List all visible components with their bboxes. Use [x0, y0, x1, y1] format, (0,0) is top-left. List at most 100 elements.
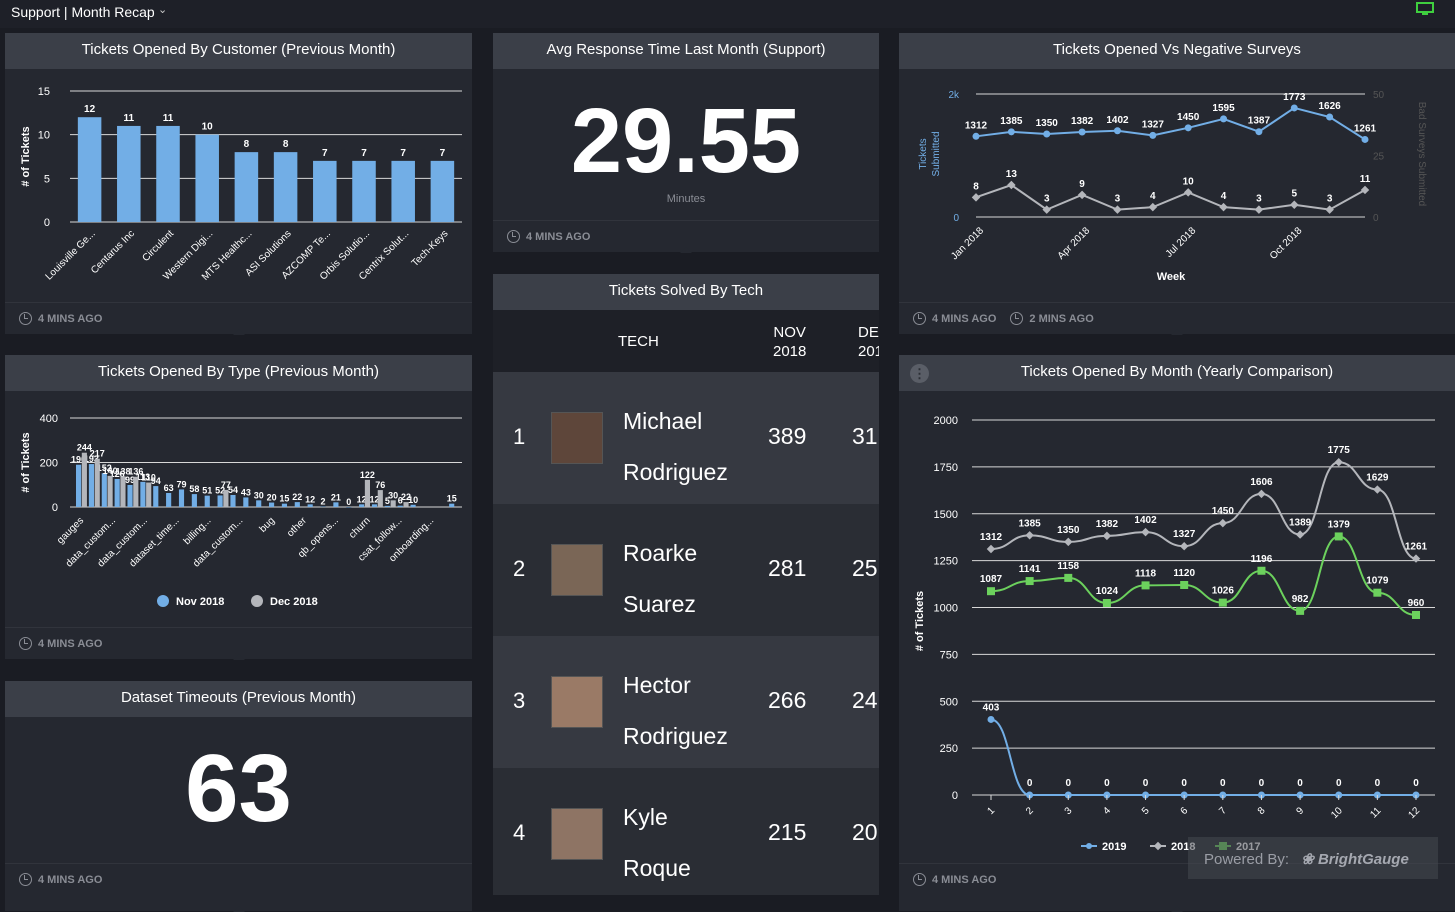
data-point — [1078, 128, 1086, 136]
monitor-icon[interactable] — [1416, 2, 1434, 16]
legend-marker — [1153, 841, 1163, 851]
negative-surveys-panel: Tickets Opened Vs Negative Surveys 2k 0 50… — [899, 33, 1455, 335]
data-point — [1184, 124, 1192, 132]
data-label: 12 — [305, 494, 315, 504]
data-point — [1255, 128, 1263, 136]
table-row[interactable]: 2 Roarke Suarez 281 25 — [493, 504, 879, 636]
table-row[interactable]: 4 Kyle Roque 215 20 — [493, 768, 879, 895]
data-label: 1606 — [1250, 477, 1273, 488]
chevron-down-icon[interactable]: ⌄ — [158, 4, 168, 16]
bar — [77, 117, 102, 222]
data-label: 1261 — [1405, 542, 1428, 553]
data-point — [1361, 135, 1369, 143]
data-label: 54 — [228, 485, 238, 495]
x-tick-label: churn — [347, 515, 372, 540]
data-label: 51 — [202, 486, 212, 496]
data-label: 30 — [254, 490, 264, 500]
data-label: 193 — [84, 454, 99, 464]
data-label: 1079 — [1366, 576, 1389, 587]
tech-name: Michael Rodriguez — [623, 396, 763, 498]
y-axis-label: # of Tickets — [20, 432, 32, 492]
data-point — [971, 193, 981, 202]
y-tick-label: 2000 — [934, 415, 958, 427]
updated-label: 4 MINS AGO — [38, 874, 103, 886]
bar — [273, 152, 298, 222]
x-tick-label: Circulent — [140, 228, 176, 264]
data-label: 1626 — [1319, 101, 1342, 112]
bar — [217, 495, 223, 507]
panel-title: Tickets Opened By Month (Yearly Comparis… — [899, 355, 1455, 391]
data-label: 1450 — [1212, 506, 1235, 517]
bar — [403, 502, 409, 507]
y2-tick-label: 25 — [1373, 152, 1385, 163]
x-tick-label: 7 — [1217, 805, 1229, 817]
rank: 2 — [513, 556, 526, 581]
data-label: 126 — [110, 469, 125, 479]
data-label: 1120 — [1173, 568, 1195, 579]
first-name: Michael — [623, 408, 703, 434]
series-line — [975, 106, 1366, 141]
x-tick-label: Louisville Ge... — [44, 228, 98, 282]
table-row[interactable]: 3 Hector Rodriguez 266 24 — [493, 636, 879, 768]
data-label: 1402 — [1106, 115, 1129, 126]
panel-title: Tickets Opened By Customer (Previous Mon… — [5, 33, 472, 69]
bar — [191, 494, 197, 507]
series-line — [990, 535, 1417, 616]
nov-value: 215 — [768, 819, 807, 845]
bar — [307, 504, 313, 507]
bar — [281, 503, 288, 507]
data-label: 190 — [71, 455, 86, 465]
table-row[interactable]: 1 Michael Rodriguez 389 31 — [493, 372, 879, 504]
data-label: 1350 — [1057, 525, 1080, 536]
col-dec[interactable]: DE 201 — [858, 323, 879, 361]
dec-value: 25 — [852, 555, 878, 581]
data-label: 3 — [1044, 194, 1050, 205]
y2-axis-label: Bad Surveys Submitted — [1416, 102, 1427, 207]
data-label: 1158 — [1057, 561, 1079, 572]
data-label: 12 — [84, 104, 96, 115]
data-point — [1254, 205, 1264, 214]
data-point — [1296, 606, 1305, 615]
yearly-panel: Tickets Opened By Month (Yearly Comparis… — [899, 355, 1455, 912]
updated-label: 4 MINS AGO — [932, 313, 997, 325]
data-point — [1141, 527, 1150, 537]
data-label: 140 — [103, 466, 118, 476]
data-label: 1350 — [1036, 118, 1059, 129]
x-tick-label: bug — [258, 515, 278, 535]
y-tick-label: 5 — [44, 173, 50, 185]
col-tech[interactable]: TECH — [618, 333, 659, 350]
clock-icon — [19, 637, 32, 650]
x-tick-label: Apr 2018 — [1056, 225, 1093, 262]
data-label: 1026 — [1212, 586, 1235, 597]
bar — [140, 481, 146, 507]
x-tick-label: 3 — [1063, 805, 1075, 817]
data-point — [1326, 113, 1334, 121]
y2-tick-label: 50 — [1373, 90, 1385, 101]
info-icon[interactable]: ⋮ — [910, 364, 929, 383]
dashboard-title[interactable]: Support | Month Recap — [11, 4, 155, 20]
x-tick-label: 6 — [1179, 805, 1191, 817]
tech-name: Roarke Suarez — [623, 528, 763, 630]
y-tick-label: 200 — [40, 458, 58, 470]
data-label: 113 — [136, 472, 151, 482]
clock-icon — [507, 230, 520, 243]
avatar — [551, 808, 603, 860]
rank: 1 — [513, 424, 526, 449]
data-label: 152 — [97, 463, 112, 473]
data-label: 7 — [440, 148, 446, 159]
bar — [178, 489, 185, 507]
panel-footer: 4 MINS AGO — [899, 863, 1455, 895]
data-label: 1379 — [1328, 519, 1351, 530]
data-point — [1373, 485, 1382, 494]
y-tick-label: 250 — [940, 743, 958, 755]
clock-icon — [19, 873, 32, 886]
col-dec-month: DE — [858, 324, 879, 341]
col-nov[interactable]: NOV 2018 — [773, 323, 806, 361]
panel-footer: 4 MINS AGO — [5, 627, 472, 659]
data-label: 0 — [1220, 778, 1226, 789]
data-label: 1775 — [1328, 445, 1351, 456]
data-label: 10 — [1183, 176, 1195, 187]
x-tick-label: Jan 2018 — [949, 225, 986, 262]
first-name: Kyle — [623, 804, 668, 830]
data-label: 5 — [385, 496, 390, 506]
